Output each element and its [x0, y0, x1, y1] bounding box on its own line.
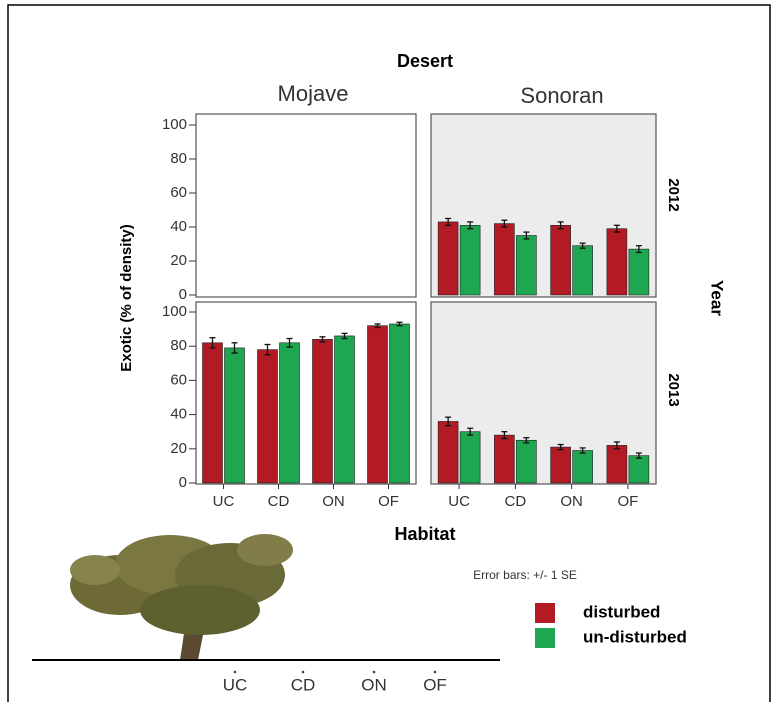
illustration-dot: [301, 670, 305, 674]
illustration-dot: [233, 670, 237, 674]
bar: [550, 446, 571, 484]
bar: [459, 431, 481, 484]
y-axis-label: Exotic (% of density): [118, 224, 135, 372]
y-tick-label: 20: [170, 440, 187, 457]
bar: [312, 339, 333, 484]
x-tick-label: ON: [322, 493, 345, 510]
illustration-label: OF: [423, 675, 447, 694]
bar: [572, 450, 593, 484]
bar: [459, 225, 481, 296]
chart-title: Desert: [397, 51, 453, 71]
bar: [494, 223, 515, 296]
illustration-label: ON: [361, 675, 387, 694]
row-title: Year: [708, 280, 727, 316]
tree: [70, 534, 293, 660]
row-label: 2012: [665, 178, 682, 211]
row-label: 2013: [665, 373, 682, 406]
y-tick-label: 0: [179, 474, 187, 491]
x-tick-label: CD: [268, 493, 290, 510]
bar: [606, 228, 628, 296]
y-tick-label: 0: [179, 286, 187, 303]
x-tick-label: ON: [560, 493, 583, 510]
bar: [550, 225, 571, 296]
x-tick-label: UC: [448, 493, 470, 510]
y-tick-label: 80: [170, 337, 187, 354]
error-note: Error bars: +/- 1 SE: [473, 568, 577, 582]
y-tick-label: 60: [170, 371, 187, 388]
bar: [437, 221, 459, 296]
legend-label: disturbed: [583, 602, 660, 621]
bar: [334, 335, 355, 484]
x-tick-label: OF: [378, 493, 399, 510]
x-axis-label: Habitat: [394, 524, 455, 544]
legend-swatch: [535, 628, 555, 648]
panel: [195, 113, 417, 298]
bar: [257, 349, 278, 484]
y-tick-label: 40: [170, 218, 187, 235]
illustration-label: CD: [291, 675, 316, 694]
bar: [572, 245, 593, 296]
illustration-dot: [433, 670, 437, 674]
y-tick-label: 20: [170, 252, 187, 269]
bar: [628, 455, 650, 484]
bar: [202, 342, 223, 484]
column-label: Sonoran: [520, 83, 603, 108]
bar: [279, 342, 300, 484]
legend-swatch: [535, 603, 555, 623]
bar: [389, 323, 410, 484]
bar: [628, 248, 650, 296]
legend-label: un-disturbed: [583, 627, 687, 646]
y-tick-label: 60: [170, 184, 187, 201]
illustration-dot: [372, 670, 376, 674]
bar: [494, 434, 515, 484]
bar: [224, 347, 245, 484]
x-tick-label: OF: [617, 493, 638, 510]
bar: [516, 235, 537, 296]
bar: [367, 325, 388, 484]
y-tick-label: 80: [170, 150, 187, 167]
column-label: Mojave: [278, 81, 349, 106]
bar: [437, 421, 459, 484]
x-tick-label: UC: [213, 493, 235, 510]
bar: [606, 445, 628, 484]
illustration-label: UC: [223, 675, 248, 694]
y-tick-label: 40: [170, 406, 187, 423]
y-tick-label: 100: [162, 303, 187, 320]
y-tick-label: 100: [162, 116, 187, 133]
x-tick-label: CD: [505, 493, 527, 510]
bar: [516, 439, 537, 484]
